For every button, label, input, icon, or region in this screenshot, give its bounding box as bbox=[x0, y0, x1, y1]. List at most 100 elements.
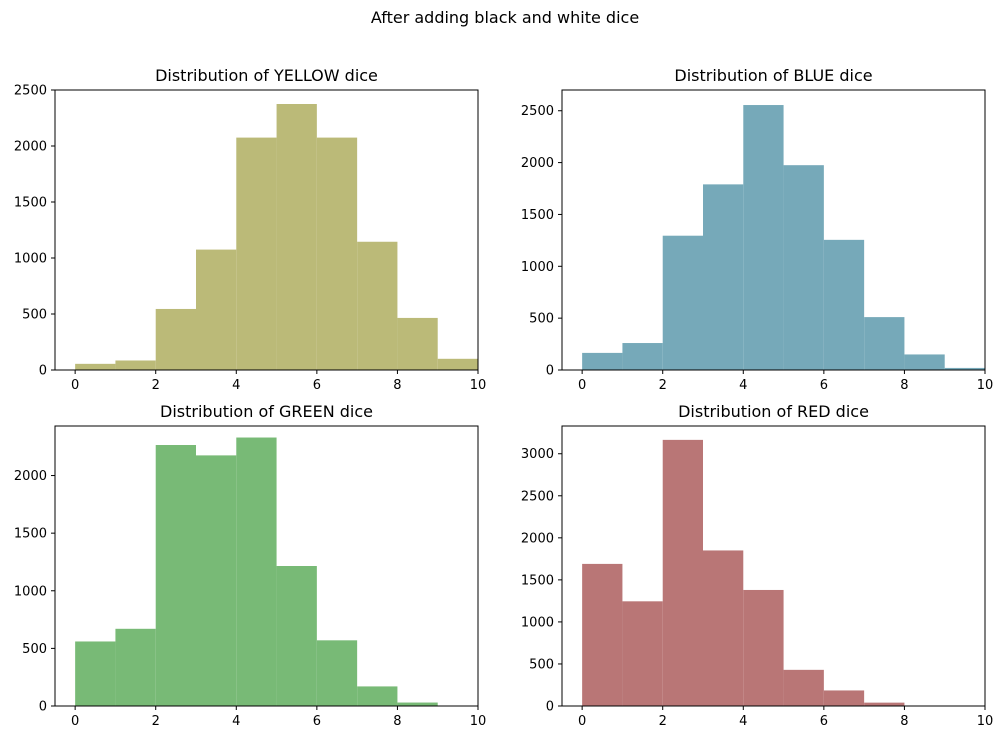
bar-red-bin-3 bbox=[703, 550, 744, 706]
ytick-label-yellow: 2000 bbox=[14, 140, 47, 155]
bar-green-bin-3 bbox=[196, 455, 237, 706]
xtick-label-red: 0 bbox=[578, 714, 586, 729]
bar-blue-bin-8 bbox=[904, 354, 945, 370]
ytick-label-blue: 2000 bbox=[521, 156, 554, 171]
xtick-label-yellow: 8 bbox=[393, 378, 401, 393]
bar-green-bin-4 bbox=[236, 437, 277, 706]
ytick-label-green: 0 bbox=[39, 700, 47, 715]
subplot-green: Distribution of GREEN dice 0 2 4 6 8 10 0 500 10… bbox=[14, 402, 486, 729]
bar-green-bin-0 bbox=[75, 641, 116, 706]
bar-yellow-bin-3 bbox=[196, 249, 237, 370]
ytick-label-yellow: 1500 bbox=[14, 196, 47, 211]
bar-green-bin-6 bbox=[316, 640, 358, 706]
bar-yellow-bin-8 bbox=[397, 317, 438, 370]
ytick-label-red: 0 bbox=[546, 700, 554, 715]
subplot-blue: Distribution of BLUE dice 0 2 4 6 8 10 0 500 100… bbox=[521, 66, 993, 393]
bars-yellow bbox=[75, 104, 478, 370]
axes-frame-green bbox=[54, 425, 479, 707]
xtick-label-red: 6 bbox=[820, 714, 828, 729]
xtick-label-blue: 6 bbox=[820, 378, 828, 393]
xtick-label-green: 10 bbox=[470, 714, 487, 729]
ticks-green: 0 2 4 6 8 10 0 500 1000 1500 2000 bbox=[14, 469, 486, 729]
bars-red bbox=[582, 439, 905, 706]
ticks-yellow: 0 2 4 6 8 10 0 500 1000 1500 2000 2500 bbox=[14, 84, 486, 394]
bar-green-bin-5 bbox=[276, 566, 317, 706]
axes-frame-red bbox=[561, 425, 986, 707]
ytick-label-red: 3000 bbox=[521, 447, 554, 462]
xtick-label-yellow: 10 bbox=[470, 378, 487, 393]
xtick-label-blue: 8 bbox=[900, 378, 908, 393]
bar-green-bin-1 bbox=[115, 628, 156, 706]
bars-green bbox=[75, 437, 438, 706]
ytick-label-red: 1000 bbox=[521, 615, 554, 630]
ytick-label-red: 2000 bbox=[521, 531, 554, 546]
axes-frame-yellow bbox=[54, 89, 479, 371]
subplot-title-yellow: Distribution of YELLOW dice bbox=[155, 66, 378, 85]
bar-green-bin-2 bbox=[155, 445, 196, 706]
xtick-label-blue: 10 bbox=[977, 378, 994, 393]
xtick-label-red: 10 bbox=[977, 714, 994, 729]
bar-yellow-bin-9 bbox=[437, 358, 478, 370]
subplot-title-blue: Distribution of BLUE dice bbox=[674, 66, 872, 85]
ytick-label-green: 500 bbox=[22, 642, 47, 657]
bar-yellow-bin-6 bbox=[316, 137, 358, 370]
bar-blue-bin-3 bbox=[703, 184, 744, 370]
ytick-label-green: 2000 bbox=[14, 469, 47, 484]
bar-red-bin-1 bbox=[622, 601, 663, 706]
subplot-red: Distribution of RED dice 0 2 4 6 8 10 0 500 1000… bbox=[521, 402, 993, 729]
subplot-title-green: Distribution of GREEN dice bbox=[160, 402, 373, 421]
xtick-label-green: 2 bbox=[152, 714, 160, 729]
bar-red-bin-7 bbox=[864, 702, 905, 706]
bar-yellow-bin-7 bbox=[357, 241, 398, 370]
xtick-label-red: 4 bbox=[739, 714, 747, 729]
bar-green-bin-8 bbox=[397, 702, 438, 706]
ytick-label-red: 1500 bbox=[521, 573, 554, 588]
bars-blue bbox=[582, 105, 985, 370]
bar-blue-bin-4 bbox=[743, 105, 784, 370]
bar-blue-bin-6 bbox=[823, 239, 865, 370]
ytick-label-green: 1500 bbox=[14, 527, 47, 542]
bar-blue-bin-7 bbox=[864, 317, 905, 370]
bar-red-bin-5 bbox=[783, 669, 824, 706]
ytick-label-yellow: 1000 bbox=[14, 252, 47, 267]
bar-red-bin-0 bbox=[582, 563, 623, 706]
xtick-label-red: 8 bbox=[900, 714, 908, 729]
xtick-label-green: 0 bbox=[71, 714, 79, 729]
xtick-label-yellow: 4 bbox=[232, 378, 240, 393]
figure-title: After adding black and white dice bbox=[371, 8, 639, 27]
xtick-label-green: 6 bbox=[313, 714, 321, 729]
bar-red-bin-6 bbox=[823, 690, 865, 706]
xtick-label-yellow: 0 bbox=[71, 378, 79, 393]
bar-blue-bin-9 bbox=[944, 367, 985, 370]
bar-blue-bin-2 bbox=[662, 235, 703, 370]
subplot-title-red: Distribution of RED dice bbox=[678, 402, 869, 421]
ticks-blue: 0 2 4 6 8 10 0 500 1000 1500 2000 2500 bbox=[521, 104, 993, 393]
ytick-label-blue: 1000 bbox=[521, 260, 554, 275]
bar-red-bin-4 bbox=[743, 589, 784, 706]
bar-red-bin-2 bbox=[662, 439, 703, 706]
ytick-label-blue: 2500 bbox=[521, 104, 554, 119]
ytick-label-yellow: 2500 bbox=[14, 84, 47, 99]
xtick-label-red: 2 bbox=[659, 714, 667, 729]
bar-blue-bin-5 bbox=[783, 165, 824, 370]
subplot-yellow: Distribution of YELLOW dice 0 2 4 6 8 10 0 500 1… bbox=[14, 66, 486, 393]
ytick-label-blue: 500 bbox=[529, 312, 554, 327]
ytick-label-red: 500 bbox=[529, 657, 554, 672]
bar-yellow-bin-5 bbox=[276, 104, 317, 370]
bar-blue-bin-0 bbox=[582, 352, 623, 370]
ytick-label-blue: 0 bbox=[546, 364, 554, 379]
bar-green-bin-7 bbox=[357, 686, 398, 706]
xtick-label-blue: 0 bbox=[578, 378, 586, 393]
ticks-red: 0 2 4 6 8 10 0 500 1000 1500 2000 2500 3000 bbox=[521, 447, 993, 729]
xtick-label-blue: 4 bbox=[739, 378, 747, 393]
axes-frame-blue bbox=[561, 89, 986, 371]
xtick-label-green: 8 bbox=[393, 714, 401, 729]
bar-yellow-bin-4 bbox=[236, 137, 277, 370]
bar-yellow-bin-0 bbox=[75, 363, 116, 370]
bar-blue-bin-1 bbox=[622, 343, 663, 370]
ytick-label-green: 1000 bbox=[14, 584, 47, 599]
ytick-label-red: 2500 bbox=[521, 489, 554, 504]
xtick-label-green: 4 bbox=[232, 714, 240, 729]
xtick-label-yellow: 6 bbox=[313, 378, 321, 393]
